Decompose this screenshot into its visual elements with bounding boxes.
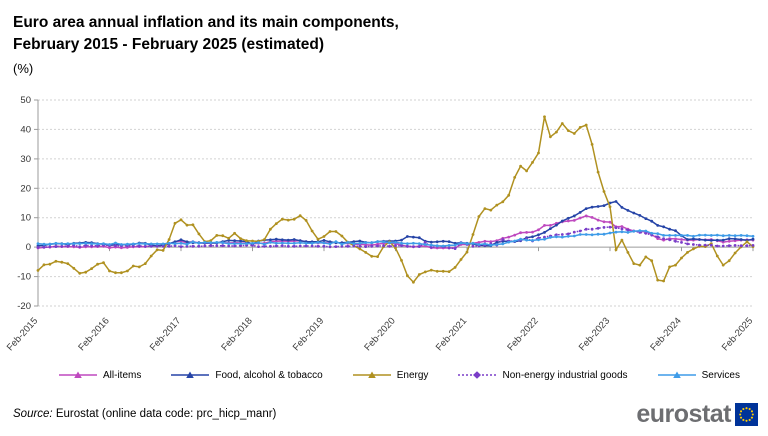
eurostat-logo-text: eurostat bbox=[636, 399, 731, 428]
svg-text:Feb-2021: Feb-2021 bbox=[434, 316, 469, 354]
legend-item-services: Services bbox=[657, 370, 740, 381]
source-text: Eurostat (online data code: prc_hicp_man… bbox=[52, 408, 277, 420]
svg-text:Feb-2024: Feb-2024 bbox=[648, 316, 683, 354]
food-line-swatch-icon bbox=[170, 370, 210, 380]
all-items-line-swatch-icon bbox=[58, 370, 98, 380]
svg-text:Feb-2017: Feb-2017 bbox=[148, 316, 183, 354]
svg-text:40: 40 bbox=[20, 124, 31, 135]
legend-label: All-items bbox=[103, 369, 142, 381]
source-note: Source: Eurostat (online data code: prc_… bbox=[13, 408, 276, 420]
chart-area: 50 40 30 20 10 0 -10 -20 Feb-2015 Feb-2016 Feb-201… bbox=[0, 88, 768, 364]
eu-flag-icon bbox=[735, 402, 758, 426]
chart-title-line-2: February 2015 - February 2025 (estimated… bbox=[13, 36, 324, 53]
svg-text:0: 0 bbox=[26, 242, 31, 253]
svg-text:Feb-2018: Feb-2018 bbox=[219, 316, 254, 354]
legend-label: Non-energy industrial goods bbox=[502, 369, 628, 381]
svg-text:Feb-2023: Feb-2023 bbox=[577, 316, 612, 354]
legend-label: Services bbox=[701, 369, 740, 381]
non-energy-line-swatch-icon bbox=[457, 370, 497, 380]
figure-footer: Source: Eurostat (online data code: prc_… bbox=[0, 396, 768, 432]
inflation-line-chart: 50 40 30 20 10 0 -10 -20 Feb-2015 Feb-2016 Feb-201… bbox=[5, 95, 755, 354]
source-prefix: Source: bbox=[13, 408, 53, 420]
svg-text:Feb-2019: Feb-2019 bbox=[291, 316, 326, 354]
eurostat-logo: eurostat bbox=[636, 399, 758, 428]
svg-text:10: 10 bbox=[20, 213, 31, 224]
svg-text:Feb-2025: Feb-2025 bbox=[720, 316, 755, 354]
svg-text:20: 20 bbox=[20, 183, 31, 194]
svg-text:-10: -10 bbox=[17, 272, 31, 283]
legend-label: Food, alcohol & tobacco bbox=[215, 369, 323, 381]
energy-line-swatch-icon bbox=[352, 370, 392, 380]
chart-header: Euro area annual inflation and its main … bbox=[0, 0, 768, 76]
svg-text:Feb-2016: Feb-2016 bbox=[76, 316, 111, 354]
svg-text:Feb-2015: Feb-2015 bbox=[5, 316, 40, 354]
svg-text:50: 50 bbox=[20, 95, 31, 106]
chart-legend: All-items Food, alcohol & tobacco Energy… bbox=[58, 366, 740, 384]
legend-item-all-items: All-items bbox=[58, 370, 141, 381]
legend-item-food-alcohol-tobacco: Food, alcohol & tobacco bbox=[170, 369, 323, 381]
legend-item-energy: Energy bbox=[352, 369, 429, 381]
svg-text:Feb-2022: Feb-2022 bbox=[505, 316, 540, 354]
legend-item-non-energy-industrial-goods: Non-energy industrial goods bbox=[457, 369, 628, 381]
svg-text:-20: -20 bbox=[17, 301, 31, 312]
chart-title-line-1: Euro area annual inflation and its main … bbox=[13, 14, 399, 31]
svg-text:Feb-2020: Feb-2020 bbox=[362, 316, 397, 354]
legend-label: Energy bbox=[396, 369, 429, 381]
services-line-swatch-icon bbox=[657, 370, 697, 380]
chart-unit-label: (%) bbox=[13, 61, 34, 76]
svg-text:30: 30 bbox=[20, 154, 31, 165]
